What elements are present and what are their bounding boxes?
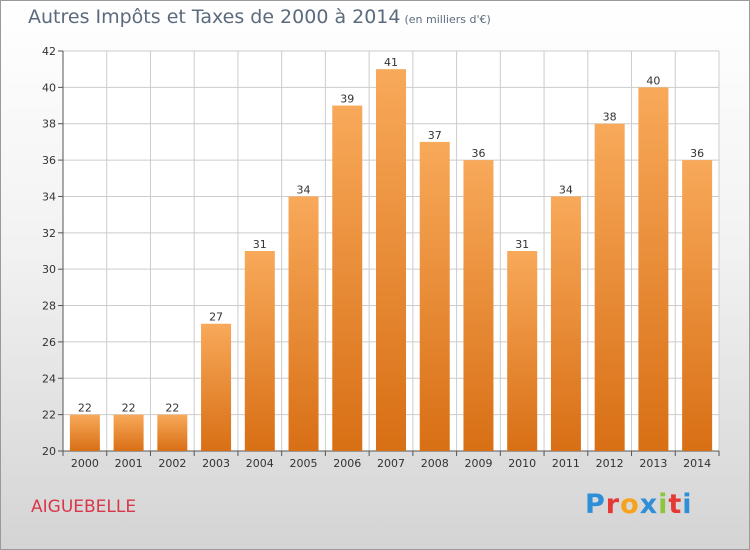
value-label-2013: 40 [646, 74, 660, 87]
logo-letter: o [620, 489, 640, 520]
x-tick-label-2012: 2012 [596, 457, 624, 470]
x-tick-label-2008: 2008 [421, 457, 449, 470]
bar-2008 [419, 141, 450, 451]
title-text: Autres Impôts et Taxes de 2000 à 2014 [28, 6, 401, 28]
y-tick-label: 34 [42, 190, 56, 203]
bar-2002 [157, 414, 188, 451]
y-tick-label: 42 [42, 45, 56, 58]
x-tick-label-2001: 2001 [115, 457, 143, 470]
chart-title: Autres Impôts et Taxes de 2000 à 2014 (en… [28, 6, 491, 28]
value-label-2001: 22 [122, 402, 136, 415]
x-tick-label-2007: 2007 [377, 457, 405, 470]
value-label-2014: 36 [690, 147, 704, 160]
x-tick-label-2010: 2010 [508, 457, 536, 470]
logo-letter: r [605, 489, 621, 520]
x-tick-label-2014: 2014 [683, 457, 711, 470]
bar-2013 [638, 87, 669, 451]
value-label-2003: 27 [209, 311, 223, 324]
unit-note: (en milliers d'€) [404, 13, 491, 26]
bar-2007 [376, 69, 406, 451]
y-tick-label: 20 [42, 445, 56, 458]
value-label-2009: 36 [471, 147, 485, 160]
value-label-2004: 31 [253, 238, 267, 251]
value-label-2011: 34 [559, 183, 573, 196]
bar-2011 [550, 196, 581, 451]
x-tick-label-2006: 2006 [333, 457, 361, 470]
y-tick-label: 32 [42, 227, 56, 240]
bar-2009 [463, 160, 494, 451]
proxiti-logo[interactable]: Proxiti [585, 489, 693, 520]
y-tick-label: 28 [42, 300, 56, 313]
value-label-2005: 34 [297, 183, 311, 196]
value-label-2008: 37 [428, 129, 442, 142]
value-label-2012: 38 [603, 111, 617, 124]
value-label-2000: 22 [78, 402, 92, 415]
bar-2001 [113, 414, 144, 451]
y-tick-label: 38 [42, 118, 56, 131]
y-tick-label: 24 [42, 372, 56, 385]
bar-2012 [594, 123, 625, 452]
bar-2006 [332, 105, 363, 451]
x-tick-label-2011: 2011 [552, 457, 580, 470]
bar-2014 [682, 160, 713, 451]
y-tick-label: 36 [42, 154, 56, 167]
logo-letter: i [658, 489, 669, 520]
commune-name: AIGUEBELLE [31, 497, 137, 517]
bar-2000 [69, 414, 100, 451]
bar-2010 [507, 251, 538, 451]
x-tick-label-2002: 2002 [158, 457, 186, 470]
logo-letter: i [682, 489, 693, 520]
logo-letter: t [668, 489, 683, 520]
x-tick-label-2009: 2009 [464, 457, 492, 470]
logo-letter: x [639, 489, 659, 520]
value-label-2010: 31 [515, 238, 529, 251]
y-tick-label: 40 [42, 81, 56, 94]
x-tick-label-2000: 2000 [71, 457, 99, 470]
bar-2005 [288, 196, 319, 451]
x-tick-label-2004: 2004 [246, 457, 274, 470]
bar-2003 [201, 323, 232, 451]
bar-2004 [244, 251, 275, 451]
value-label-2007: 41 [384, 56, 398, 69]
value-label-2006: 39 [340, 93, 354, 106]
x-tick-label-2003: 2003 [202, 457, 230, 470]
value-labels: 22 22 22 27 31 34 39 41 37 36 31 34 38 40 36 [78, 56, 704, 414]
y-tick-label: 30 [42, 263, 56, 276]
logo-letter: P [585, 489, 606, 520]
x-tick-label-2013: 2013 [639, 457, 667, 470]
x-tick-label-2005: 2005 [290, 457, 318, 470]
value-label-2002: 22 [165, 402, 179, 415]
bars [69, 69, 713, 452]
y-tick-label: 26 [42, 336, 56, 349]
y-tick-label: 22 [42, 409, 56, 422]
